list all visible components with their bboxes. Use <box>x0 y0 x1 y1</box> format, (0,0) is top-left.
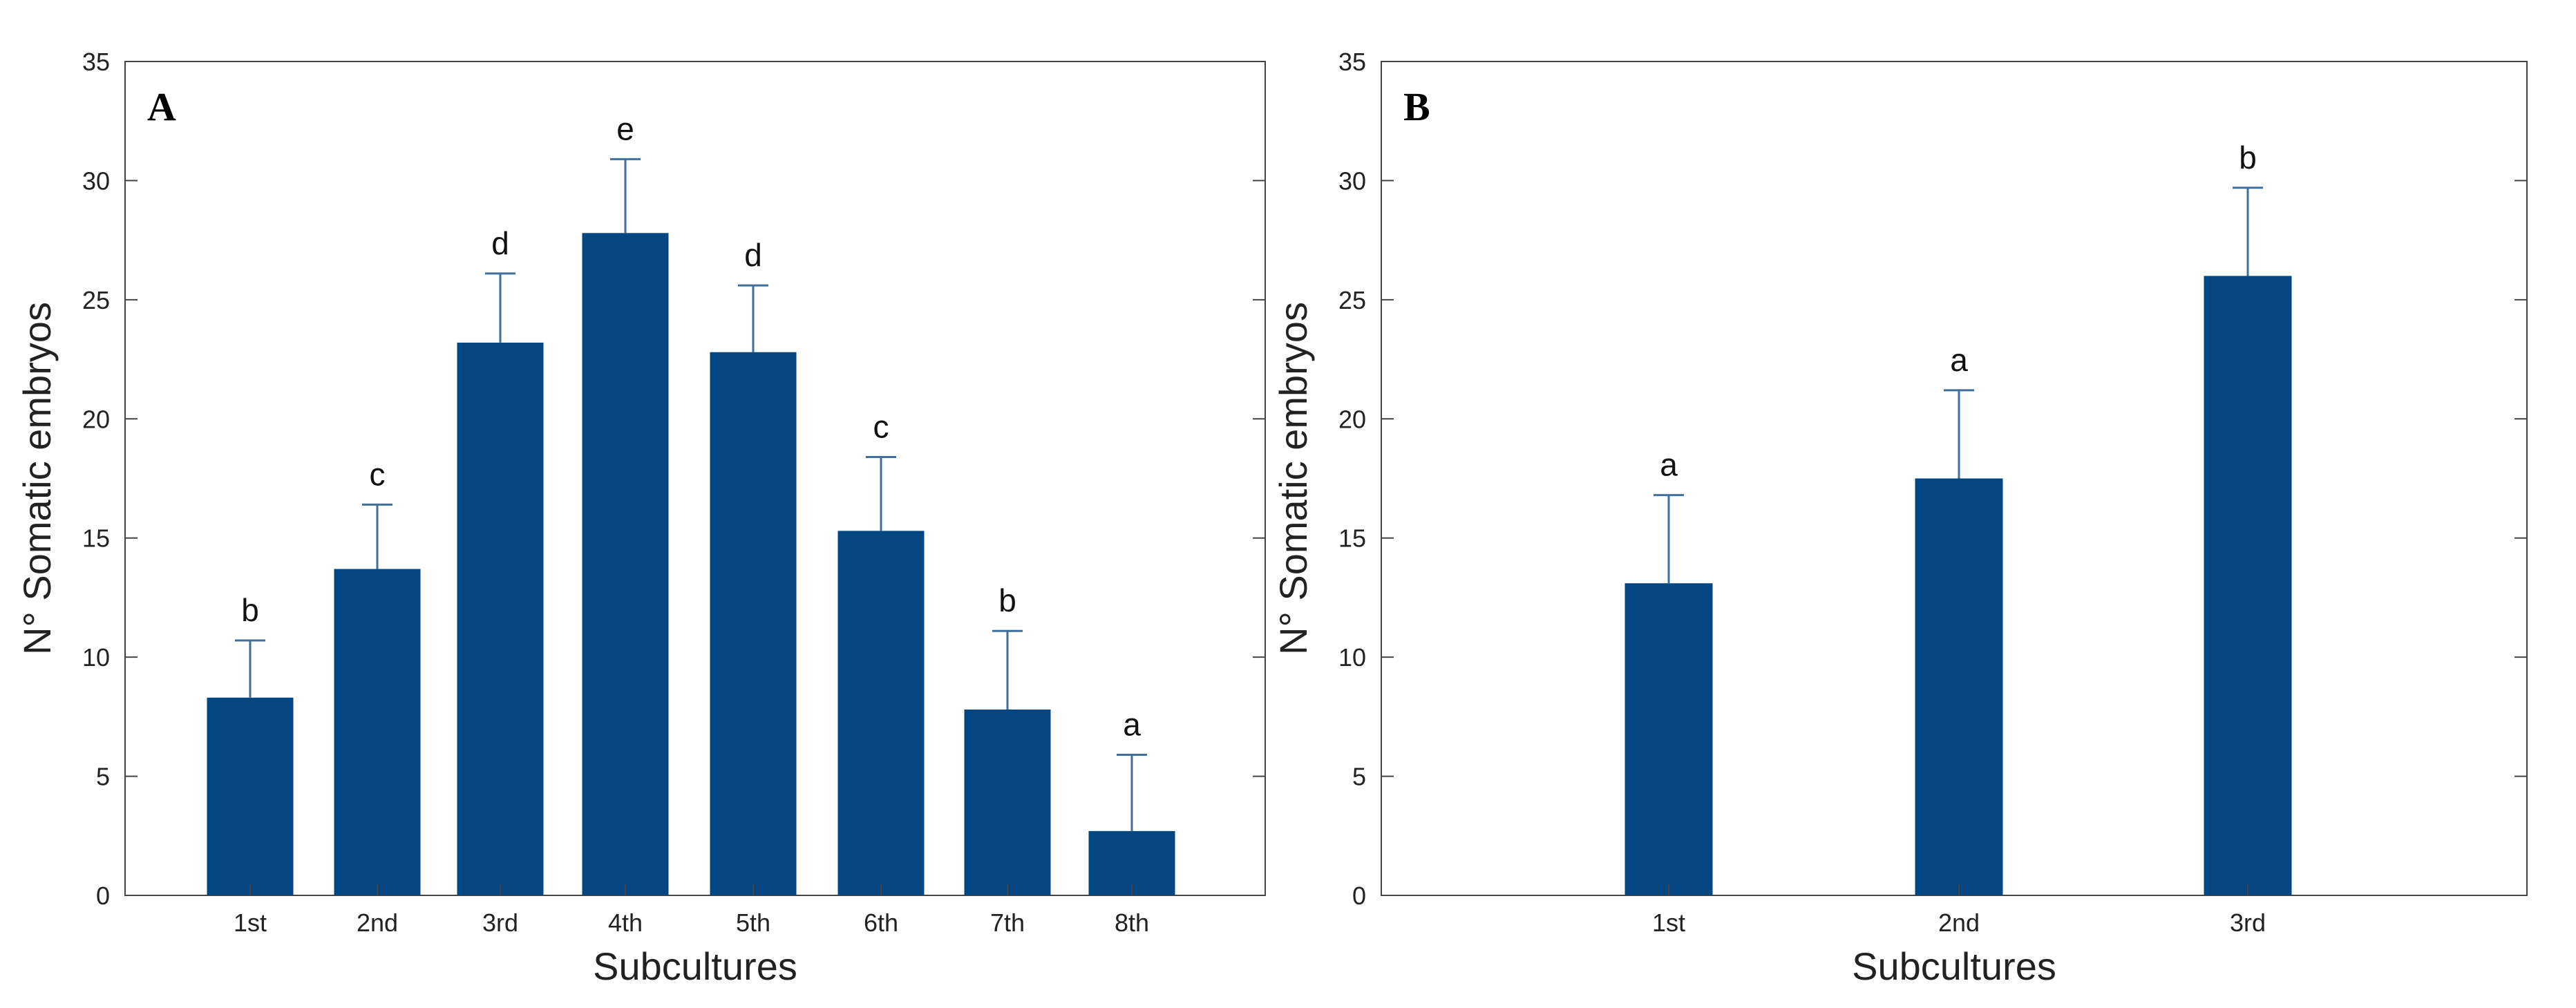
chart-panel-b: 0 5 10 15 20 25 30 35 a 1st a 2nd b 3rd Subcultures N° … <box>1271 48 2528 988</box>
y-tick-label: 10 <box>82 643 110 672</box>
bar-1st <box>1625 583 1713 895</box>
bar-1st <box>207 697 294 895</box>
chart-panel-a: 0 5 10 15 20 25 30 35 b 1st c 2nd d 3rd e 4th d 5th c 6th b 7… <box>15 48 1266 988</box>
x-tick-label: 8th <box>1115 909 1149 937</box>
y-tick-label: 15 <box>82 524 110 553</box>
x-tick-label: 4th <box>608 909 643 937</box>
bar-3rd <box>457 342 544 896</box>
bar-4th <box>582 233 669 896</box>
significance-label: b <box>241 592 259 628</box>
significance-label: d <box>491 225 509 261</box>
x-tick-label: 3rd <box>482 909 518 937</box>
bar-2nd <box>334 569 421 895</box>
plot-frame <box>124 61 1266 896</box>
x-tick-label: 7th <box>990 909 1025 937</box>
bar-7th <box>964 710 1051 895</box>
panel-letter: B <box>1403 84 1430 129</box>
significance-label: b <box>998 582 1016 618</box>
significance-label: a <box>1950 342 1968 378</box>
y-tick-label: 20 <box>82 405 110 433</box>
y-tick-label: 25 <box>82 286 110 314</box>
y-axis-title: N° Somatic embryos <box>1271 302 1315 655</box>
significance-label: c <box>370 456 386 492</box>
bar-2nd <box>1915 478 2003 895</box>
y-tick-label: 5 <box>1352 763 1366 791</box>
x-tick-label: 6th <box>864 909 898 937</box>
bar-3rd <box>2204 276 2292 895</box>
x-tick-label: 1st <box>1652 909 1685 937</box>
y-tick-label: 0 <box>1352 882 1366 910</box>
x-tick-label: 2nd <box>1938 909 1980 937</box>
bar-5th <box>710 352 797 895</box>
significance-label: e <box>616 111 634 146</box>
y-tick-label: 30 <box>82 167 110 195</box>
y-tick-label: 35 <box>1338 48 1366 76</box>
y-tick-label: 0 <box>96 882 110 910</box>
bar-6th <box>837 531 925 895</box>
significance-label: a <box>1123 707 1141 743</box>
significance-label: d <box>744 237 762 273</box>
significance-label: a <box>1660 447 1678 483</box>
panel-letter: A <box>147 84 176 129</box>
x-tick-label: 1st <box>234 909 267 937</box>
y-tick-label: 30 <box>1338 167 1366 195</box>
y-tick-label: 35 <box>82 48 110 76</box>
significance-label: b <box>2239 140 2257 175</box>
y-tick-label: 5 <box>96 763 110 791</box>
y-tick-label: 10 <box>1338 643 1366 672</box>
significance-label: c <box>873 408 889 444</box>
x-axis-title: Subcultures <box>593 944 797 988</box>
y-tick-label: 15 <box>1338 524 1366 553</box>
x-tick-label: 2nd <box>357 909 398 937</box>
x-axis-title: Subcultures <box>1852 944 2056 988</box>
y-tick-label: 25 <box>1338 286 1366 314</box>
x-tick-label: 3rd <box>2230 909 2266 937</box>
x-tick-label: 5th <box>736 909 770 937</box>
y-tick-label: 20 <box>1338 405 1366 433</box>
y-axis-title: N° Somatic embryos <box>15 302 59 655</box>
